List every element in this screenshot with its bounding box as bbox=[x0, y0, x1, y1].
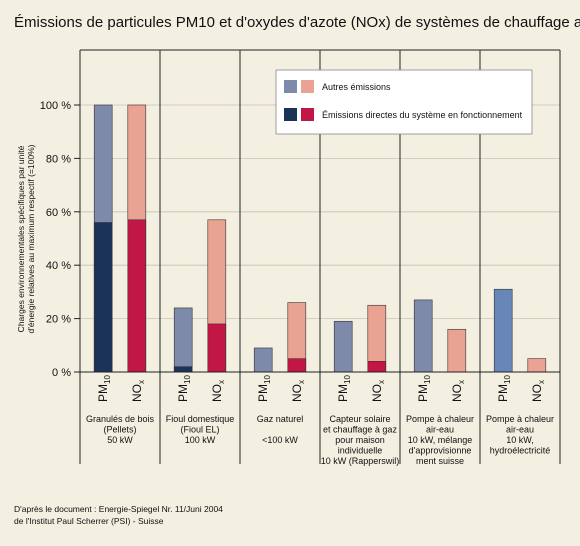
nox-bar-label-subscript: x bbox=[137, 380, 146, 384]
group-label-line: Gaz naturel bbox=[257, 414, 304, 424]
nox-bar-label: NOx bbox=[130, 380, 146, 402]
nox-other-bar bbox=[527, 358, 547, 373]
pm10-bar-label-subscript: 10 bbox=[183, 375, 192, 384]
legend-swatch-nox-other bbox=[301, 80, 314, 93]
group-label-line: d'approvisionne bbox=[409, 446, 472, 456]
nox-direct-bar bbox=[127, 219, 147, 373]
nox-bar-label: NOx bbox=[370, 380, 386, 402]
pm10-bar-label-subscript: 10 bbox=[343, 375, 352, 384]
pm10-other-bar bbox=[493, 288, 513, 373]
nox-bar-label-subscript: x bbox=[217, 380, 226, 384]
legend-label-other: Autres émissions bbox=[322, 82, 391, 92]
group-label-line: Fioul domestique bbox=[166, 414, 235, 424]
y-axis-label: Charges environnementales spécifiques pa… bbox=[16, 144, 36, 333]
y-axis-label-line-1: Charges environnementales spécifiques pa… bbox=[16, 145, 26, 332]
pm10-other-bar bbox=[173, 307, 193, 373]
nox-other-bar bbox=[447, 328, 467, 373]
group-label-line: hydroélectricité bbox=[490, 446, 551, 456]
group-label-line: (Fioul EL) bbox=[180, 425, 219, 435]
nox-bar-label-subscript: x bbox=[457, 380, 466, 384]
pm10-direct-bar bbox=[173, 366, 193, 373]
group-label-line: individuelle bbox=[338, 446, 383, 456]
pm10-bar-label: PM10 bbox=[256, 375, 272, 402]
group-label-line: (Pellets) bbox=[103, 425, 136, 435]
source-line-2: de l'Institut Paul Scherrer (PSI) - Suis… bbox=[14, 516, 164, 526]
group-label-line: pour maison bbox=[335, 435, 385, 445]
nox-direct-bar bbox=[287, 358, 307, 373]
pm10-bar-label: PM10 bbox=[416, 375, 432, 402]
pm10-direct-bar bbox=[93, 222, 113, 373]
group-label-line: Granulés de bois bbox=[86, 414, 155, 424]
y-tick-label-40: 40 % bbox=[46, 260, 71, 272]
legend-swatch-nox-direct bbox=[301, 108, 314, 121]
legend-swatch-pm10-direct bbox=[284, 108, 297, 121]
group-label-line: 10 kW, mélange bbox=[408, 435, 473, 445]
y-tick-label-80: 80 % bbox=[46, 153, 71, 165]
axes: 0 % 20 % 40 % 60 % 80 % 100 % bbox=[40, 49, 561, 464]
pm10-other-bar bbox=[333, 320, 353, 373]
y-tick-label-60: 60 % bbox=[46, 207, 71, 219]
group-label-line: Capteur solaire bbox=[329, 414, 390, 424]
group-label-line: air-eau bbox=[506, 425, 534, 435]
group-label-line: 10 kW (Rapperswil) bbox=[321, 456, 400, 466]
pm10-other-bar bbox=[253, 347, 273, 373]
group-label-line: 100 kW bbox=[185, 435, 216, 445]
nox-bar-label-subscript: x bbox=[377, 380, 386, 384]
y-axis-label-line-2: d'énergie relatives au maximum respectif… bbox=[26, 144, 36, 333]
nox-direct-bar bbox=[367, 361, 387, 373]
nox-bar-label: NOx bbox=[210, 380, 226, 402]
chart-title: Émissions de particules PM10 et d'oxydes… bbox=[14, 14, 580, 31]
bars bbox=[93, 104, 547, 373]
group-label-line: et chauffage à gaz bbox=[323, 425, 397, 435]
group-label-line: 50 kW bbox=[107, 435, 133, 445]
legend-box bbox=[275, 69, 533, 135]
pm10-bar-label: PM10 bbox=[336, 375, 352, 402]
group-label-line: <100 kW bbox=[262, 435, 298, 445]
pm10-bar-label: PM10 bbox=[176, 375, 192, 402]
group-label-line: Pompe à chaleur bbox=[486, 414, 554, 424]
group-label-line: air-eau bbox=[426, 425, 454, 435]
nox-bar-label: NOx bbox=[290, 380, 306, 402]
y-tick-label-20: 20 % bbox=[46, 314, 71, 326]
nox-bar-label: NOx bbox=[530, 380, 546, 402]
group-label-line: ment suisse bbox=[416, 456, 464, 466]
pm10-bar-label-subscript: 10 bbox=[103, 375, 112, 384]
nox-bar-label-subscript: x bbox=[537, 380, 546, 384]
y-tick-label-100: 100 % bbox=[40, 100, 71, 112]
pm10-bar-label-subscript: 10 bbox=[263, 375, 272, 384]
legend: Autres émissions Émissions directes du s… bbox=[275, 69, 533, 135]
group-label-line: Pompe à chaleur bbox=[406, 414, 474, 424]
group-label-line: 10 kW, bbox=[506, 435, 534, 445]
source-line-1: D'après le document : Energie-Spiegel Nr… bbox=[14, 504, 223, 514]
nox-direct-bar bbox=[207, 323, 227, 373]
pm10-bar-label: PM10 bbox=[96, 375, 112, 402]
legend-label-direct: Émissions directes du système en fonctio… bbox=[322, 110, 523, 120]
nox-bar-label-subscript: x bbox=[297, 380, 306, 384]
legend-swatch-pm10-other bbox=[284, 80, 297, 93]
pm10-bar-label-subscript: 10 bbox=[423, 375, 432, 384]
pm10-bar-label: PM10 bbox=[496, 375, 512, 402]
pm10-bar-label-subscript: 10 bbox=[503, 375, 512, 384]
category-labels: PM10 NOx Granulés de bois(Pellets)50 kW PM1… bbox=[86, 375, 554, 466]
y-tick-label-0: 0 % bbox=[52, 367, 71, 379]
nox-bar-label: NOx bbox=[450, 380, 466, 402]
pm10-other-bar bbox=[413, 299, 433, 373]
